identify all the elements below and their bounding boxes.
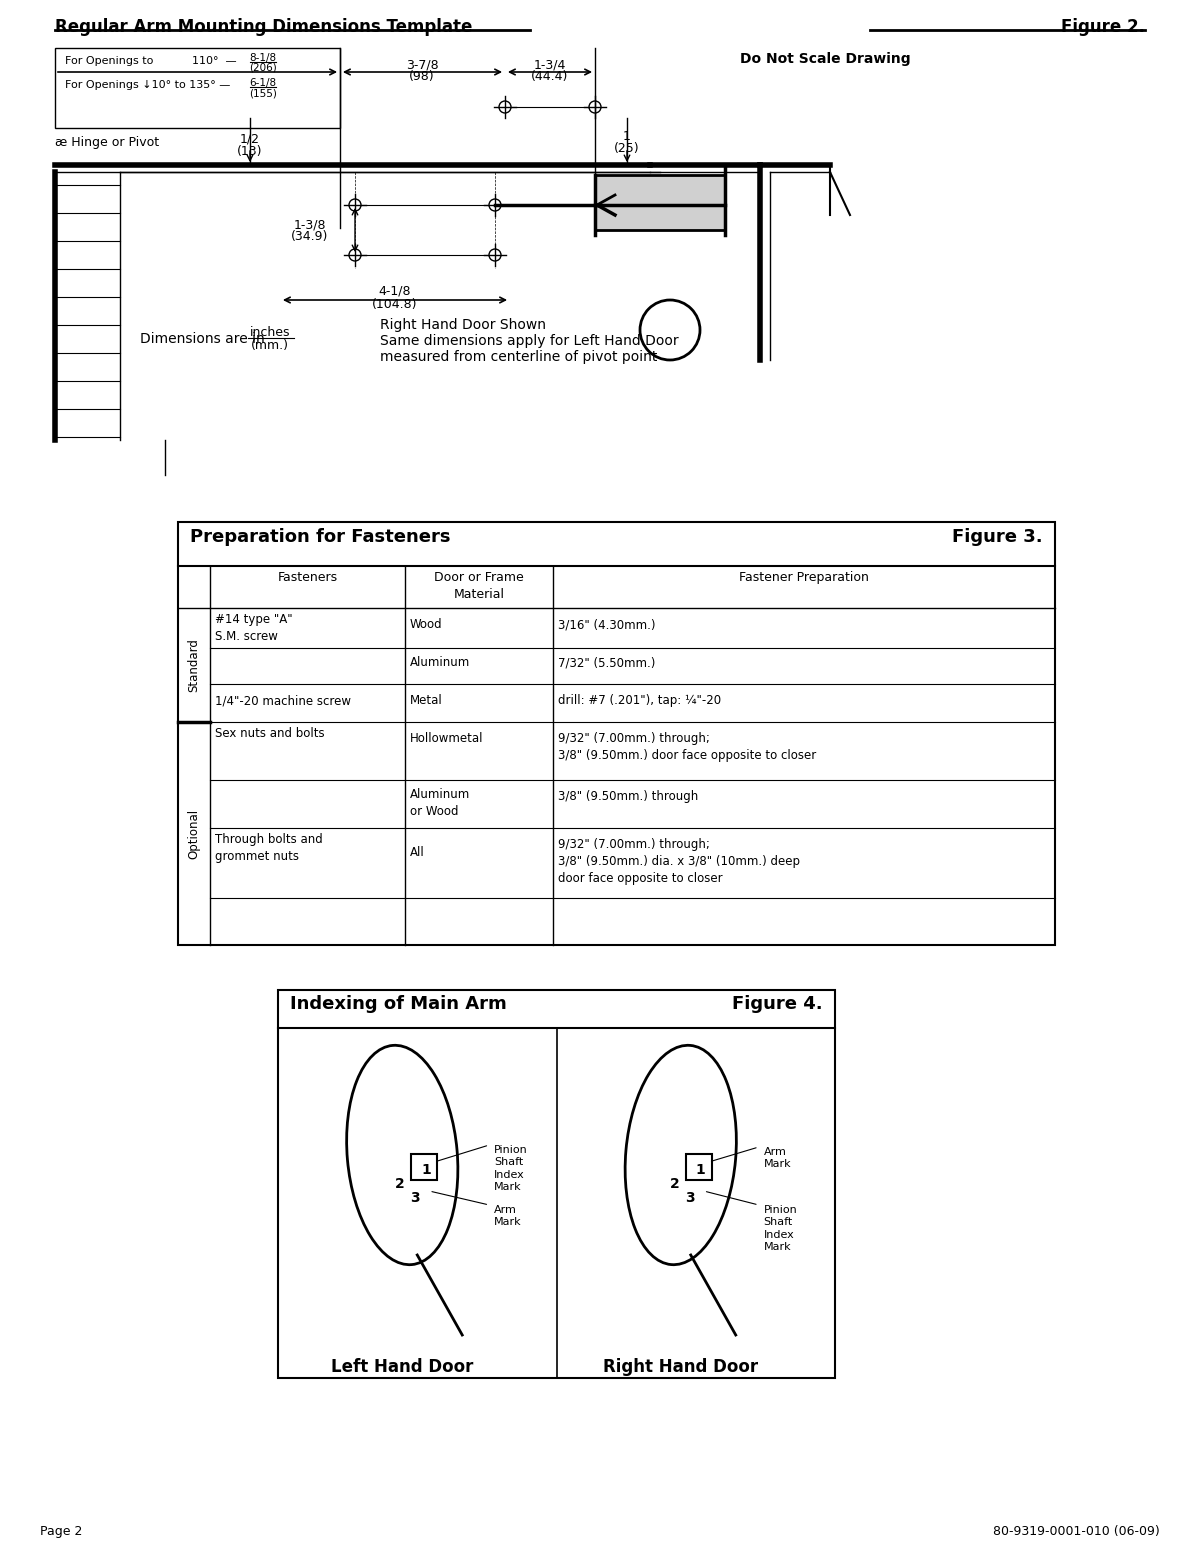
Text: Figure 4.: Figure 4.	[732, 995, 823, 1014]
Text: 1/4"-20 machine screw: 1/4"-20 machine screw	[215, 694, 352, 707]
Text: 3: 3	[685, 1191, 695, 1205]
Text: For Openings to: For Openings to	[65, 56, 154, 66]
Text: 2: 2	[670, 1177, 679, 1191]
Text: 1: 1	[421, 1163, 431, 1177]
Text: 4-1/8: 4-1/8	[379, 285, 412, 298]
Bar	[178, 522, 1055, 944]
Text: 1: 1	[623, 130, 631, 143]
Text: (13): (13)	[238, 145, 263, 157]
Bar	[55, 48, 340, 128]
Text: Door or Frame
Material: Door or Frame Material	[434, 571, 524, 602]
Text: 9/32" (7.00mm.) through;
3/8" (9.50mm.) door face opposite to closer: 9/32" (7.00mm.) through; 3/8" (9.50mm.) …	[558, 731, 816, 762]
Text: Right Hand Door: Right Hand Door	[604, 1358, 758, 1376]
Text: 1: 1	[696, 1163, 706, 1177]
Text: 1/2: 1/2	[240, 133, 260, 145]
Text: Arm
Mark: Arm Mark	[763, 1146, 791, 1170]
Text: 2: 2	[395, 1177, 406, 1191]
Text: (34.9): (34.9)	[292, 230, 329, 242]
Text: Do Not Scale Drawing: Do Not Scale Drawing	[740, 52, 911, 66]
Text: (44.4): (44.4)	[532, 69, 569, 83]
Text: (25): (25)	[614, 142, 640, 154]
Text: Fastener Preparation: Fastener Preparation	[739, 571, 869, 583]
Text: All: All	[410, 846, 425, 859]
Text: Aluminum
or Wood: Aluminum or Wood	[410, 788, 470, 818]
Text: (98): (98)	[409, 69, 434, 83]
Text: (mm.): (mm.)	[251, 339, 289, 352]
Text: Dimensions are in: Dimensions are in	[140, 332, 265, 346]
Text: 7/32" (5.50mm.): 7/32" (5.50mm.)	[558, 656, 655, 670]
Text: Fasteners: Fasteners	[277, 571, 337, 583]
Text: (104.8): (104.8)	[372, 298, 418, 312]
Text: Preparation for Fasteners: Preparation for Fasteners	[190, 528, 450, 546]
Text: 8-1/8: 8-1/8	[250, 52, 276, 63]
Text: Arm
Mark: Arm Mark	[494, 1205, 522, 1227]
Bar	[595, 174, 725, 230]
Text: Figure 2.: Figure 2.	[1061, 19, 1145, 35]
Text: Pinion
Shaft
Index
Mark: Pinion Shaft Index Mark	[494, 1145, 528, 1193]
Text: 3: 3	[410, 1191, 420, 1205]
Text: Left Hand Door: Left Hand Door	[331, 1358, 474, 1376]
Text: Wood: Wood	[410, 619, 443, 631]
Text: Optional: Optional	[187, 809, 200, 858]
Bar	[412, 1154, 437, 1180]
Text: (206): (206)	[250, 63, 277, 73]
Text: inches: inches	[250, 326, 290, 339]
Text: 6-1/8: 6-1/8	[250, 79, 276, 88]
Text: Page 2: Page 2	[40, 1524, 83, 1538]
Text: 3/8" (9.50mm.) through: 3/8" (9.50mm.) through	[558, 790, 698, 802]
Text: drill: #7 (.201"), tap: ¼"-20: drill: #7 (.201"), tap: ¼"-20	[558, 694, 721, 707]
Text: 1-3/8: 1-3/8	[294, 218, 326, 231]
Text: (155): (155)	[250, 88, 277, 99]
Text: Regular Arm Mounting Dimensions Template: Regular Arm Mounting Dimensions Template	[55, 19, 473, 35]
Text: 3/16" (4.30mm.): 3/16" (4.30mm.)	[558, 619, 655, 631]
Text: Metal: Metal	[410, 694, 443, 707]
Text: Pinion
Shaft
Index
Mark: Pinion Shaft Index Mark	[763, 1205, 798, 1253]
Text: Indexing of Main Arm: Indexing of Main Arm	[290, 995, 506, 1014]
Text: Through bolts and
grommet nuts: Through bolts and grommet nuts	[215, 833, 323, 863]
Text: 80-9319-0001-010 (06-09): 80-9319-0001-010 (06-09)	[994, 1524, 1160, 1538]
Text: For Openings ↓10° to 135° —: For Openings ↓10° to 135° —	[65, 80, 230, 89]
Text: æ Hinge or Pivot: æ Hinge or Pivot	[55, 136, 160, 150]
Text: measured from centerline of pivot point: measured from centerline of pivot point	[380, 350, 658, 364]
Text: Standard: Standard	[187, 639, 200, 691]
Text: 9/32" (7.00mm.) through;
3/8" (9.50mm.) dia. x 3/8" (10mm.) deep
door face oppos: 9/32" (7.00mm.) through; 3/8" (9.50mm.) …	[558, 838, 800, 886]
Text: 3-7/8: 3-7/8	[406, 59, 438, 71]
Circle shape	[640, 299, 700, 360]
Bar	[685, 1154, 712, 1180]
Text: Aluminum: Aluminum	[410, 656, 470, 670]
Text: Right Hand Door Shown: Right Hand Door Shown	[380, 318, 546, 332]
Text: Sex nuts and bolts: Sex nuts and bolts	[215, 727, 325, 741]
Text: #14 type "A"
S.M. screw: #14 type "A" S.M. screw	[215, 613, 293, 643]
Text: 1-3/4: 1-3/4	[534, 59, 566, 71]
Text: 110°  —: 110° —	[192, 56, 236, 66]
Text: Hollowmetal: Hollowmetal	[410, 731, 484, 745]
Text: Figure 3.: Figure 3.	[953, 528, 1043, 546]
Text: Same dimensions apply for Left Hand Door: Same dimensions apply for Left Hand Door	[380, 333, 679, 349]
Bar	[278, 991, 835, 1378]
